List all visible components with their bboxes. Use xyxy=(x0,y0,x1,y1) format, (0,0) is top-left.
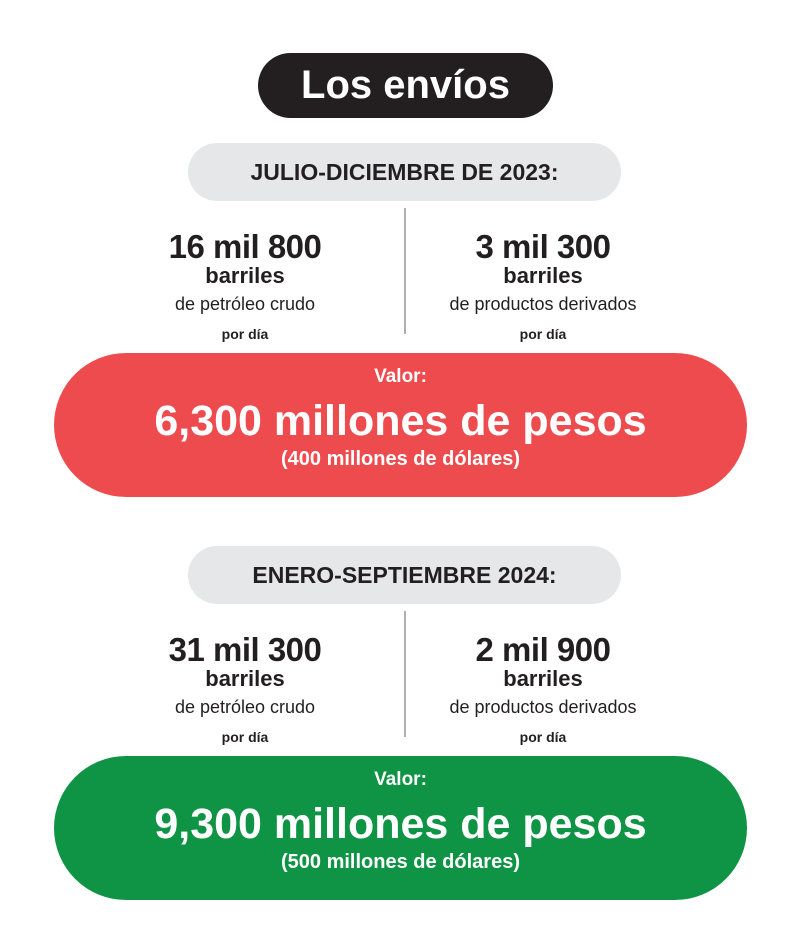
period-label-2024: ENERO-SEPTIEMBRE 2024: xyxy=(188,546,621,604)
value-dollars: (500 millones de dólares) xyxy=(281,851,520,873)
derived-stat-2023: 3 mil 300 barriles de productos derivado… xyxy=(393,230,693,344)
derived-amount: 2 mil 900 xyxy=(475,631,611,668)
derived-per: por día xyxy=(519,326,567,342)
value-label: Valor: xyxy=(374,769,427,790)
period-label-2023: JULIO-DICIEMBRE DE 2023: xyxy=(188,143,621,201)
derived-desc: de productos derivados xyxy=(449,294,637,314)
value-label: Valor: xyxy=(374,366,427,387)
crude-amount: 16 mil 800 xyxy=(168,228,322,265)
crude-amount: 31 mil 300 xyxy=(168,631,322,668)
crude-unit: barriles xyxy=(205,263,285,288)
derived-unit: barriles xyxy=(503,666,583,691)
value-pesos: 6,300 millones de pesos xyxy=(154,397,647,445)
derived-unit: barriles xyxy=(503,263,583,288)
derived-per: por día xyxy=(519,729,567,745)
crude-per: por día xyxy=(221,729,269,745)
crude-per: por día xyxy=(221,326,269,342)
crude-unit: barriles xyxy=(205,666,285,691)
crude-oil-stat-2024: 31 mil 300 barriles de petróleo crudo po… xyxy=(95,633,395,747)
crude-desc: de petróleo crudo xyxy=(174,697,316,717)
value-pill-2023: Valor: 6,300 millones de pesos (400 mill… xyxy=(54,353,747,497)
value-pill-2024: Valor: 9,300 millones de pesos (500 mill… xyxy=(54,756,747,900)
title-pill: Los envíos xyxy=(258,53,553,118)
crude-desc: de petróleo crudo xyxy=(174,294,316,314)
derived-stat-2024: 2 mil 900 barriles de productos derivado… xyxy=(393,633,693,747)
value-dollars: (400 millones de dólares) xyxy=(281,448,520,470)
column-divider xyxy=(404,611,406,737)
derived-amount: 3 mil 300 xyxy=(475,228,611,265)
value-pesos: 9,300 millones de pesos xyxy=(154,800,647,848)
derived-desc: de productos derivados xyxy=(449,697,637,717)
column-divider xyxy=(404,208,406,334)
crude-oil-stat-2023: 16 mil 800 barriles de petróleo crudo po… xyxy=(95,230,395,344)
